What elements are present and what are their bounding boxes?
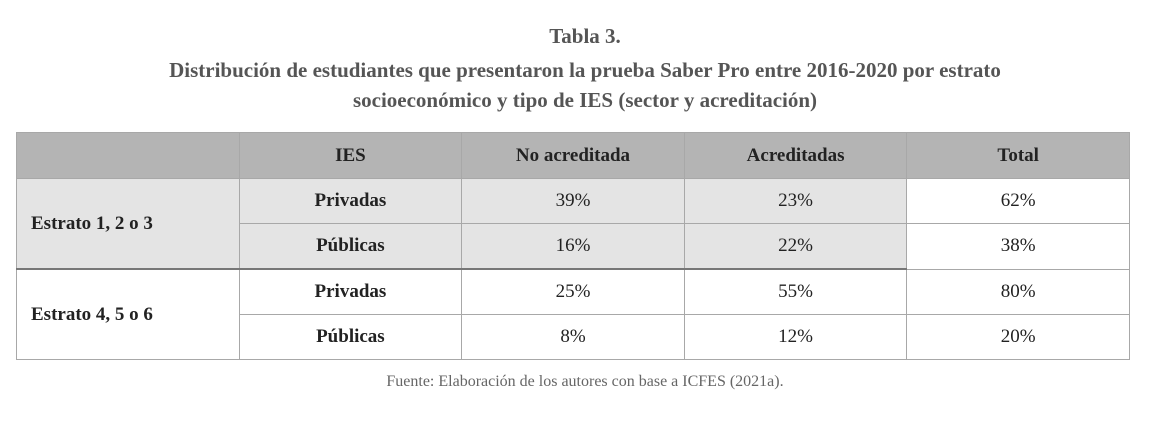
- table-row: Públicas 8% 12% 20%: [17, 314, 1130, 360]
- value-cell: 22%: [683, 223, 908, 270]
- value-cell: 25%: [461, 268, 685, 315]
- value-cell: 55%: [683, 268, 908, 315]
- value-cell: 12%: [683, 314, 908, 360]
- group-label: Estrato 1, 2 o 3: [16, 178, 240, 270]
- header-row: IES No acreditada Acreditadas Total: [16, 132, 1130, 179]
- data-table: IES No acreditada Acreditadas Total Estr…: [16, 132, 1130, 360]
- table-subtitle: socioeconómico y tipo de IES (sector y a…: [352, 88, 818, 112]
- value-cell: 39%: [461, 178, 685, 224]
- ies-cell: Públicas: [238, 314, 463, 360]
- table-row: Estrato 1, 2 o 3 Privadas 39% 23% 62%: [16, 178, 1130, 270]
- table-row: Estrato 4, 5 o 6 Privadas 25% 55% 80%: [16, 268, 1130, 360]
- header-cell: Acreditadas: [683, 132, 908, 179]
- value-cell: 8%: [461, 314, 685, 360]
- header-cell: IES: [238, 132, 463, 179]
- ies-cell: Públicas: [238, 223, 463, 270]
- value-cell: 38%: [906, 223, 1130, 270]
- header-cell: Total: [906, 132, 1130, 179]
- source-note: Fuente: Elaboración de los autores con b…: [386, 373, 784, 390]
- table-body: Estrato 1, 2 o 3 Privadas 39% 23% 62% Pública…: [16, 178, 1130, 360]
- table-subtitle: Distribución de estudiantes que presenta…: [169, 58, 1001, 82]
- value-cell: 20%: [906, 314, 1130, 360]
- value-cell: 16%: [461, 223, 685, 270]
- header-cell: No acreditada: [461, 132, 685, 179]
- table-title: Tabla 3.: [549, 24, 621, 48]
- table-row: Públicas 16% 22% 38%: [17, 223, 1130, 270]
- ies-cell: Privadas: [238, 178, 463, 224]
- value-cell: 62%: [906, 178, 1130, 224]
- ies-cell: Privadas: [238, 268, 463, 315]
- value-cell: 80%: [906, 268, 1130, 315]
- value-cell: 23%: [683, 178, 908, 224]
- header-cell: [16, 132, 240, 179]
- group-label: Estrato 4, 5 o 6: [16, 268, 240, 360]
